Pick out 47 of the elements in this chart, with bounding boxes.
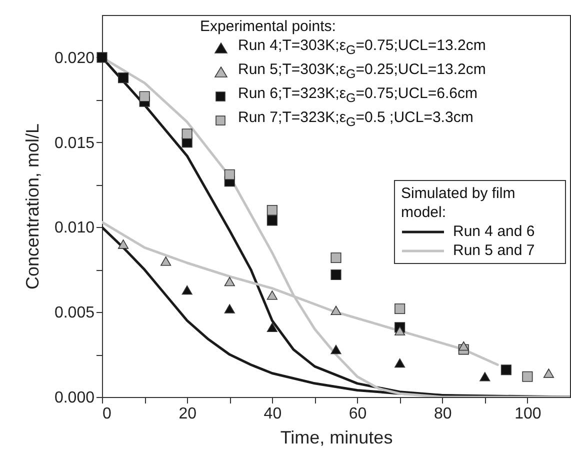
point (96, 52, 108, 63)
point (330, 252, 342, 264)
x-tick-label: 20 (178, 406, 197, 422)
y-tick-label: 0.020 (54, 50, 95, 67)
point (330, 269, 342, 280)
x-tick-label: 0 (102, 406, 112, 422)
x-axis-title: Time, minutes (280, 428, 393, 448)
legend-title: Experimental points: (200, 17, 337, 36)
point (458, 341, 469, 351)
x-tick-label: 100 (514, 406, 542, 422)
point (224, 169, 235, 180)
x-tick-label: 40 (264, 406, 282, 422)
y-tick-label: 0.010 (54, 220, 95, 237)
point (118, 72, 129, 84)
point (224, 276, 235, 286)
point (543, 368, 554, 378)
y-tick-label: 0.000 (54, 390, 95, 406)
point (394, 303, 406, 314)
point (118, 240, 129, 249)
point (330, 306, 342, 316)
legend-label: Run 5 and 7 (453, 241, 535, 260)
y-tick-label: 0.015 (54, 134, 95, 152)
x-tick-label: 80 (434, 406, 452, 422)
legend-label: Run 5;T=303K;ε$_{G}$=0.25;UCL=13.2cm (238, 60, 486, 83)
x-tick-label: 60 (348, 406, 367, 422)
point (182, 285, 192, 295)
point (394, 326, 406, 336)
point (394, 358, 406, 368)
point (500, 364, 512, 376)
point (480, 372, 490, 382)
y-axis-title: Concentration, mol/L (22, 123, 42, 290)
point (182, 128, 192, 140)
point (266, 204, 278, 216)
y-tick-label: 0.005 (54, 304, 95, 322)
point (266, 322, 278, 332)
point (224, 304, 235, 314)
point (266, 215, 278, 226)
legend-label: Run 4;T=303K;ε$_{G}$=0.75;UCL=13.2cm (238, 36, 486, 59)
point (330, 344, 342, 354)
legend-label: Run 6;T=323K;ε$_{G}$=0.75;UCL=6.6cm (238, 84, 478, 107)
annotation: Simulated by film model: (401, 184, 516, 222)
point (139, 91, 150, 102)
legend-label: Run 4 and 6 (453, 222, 535, 241)
legend-label: Run 7;T=323K;ε$_{G}$=0.5 ;UCL=3.3cm (238, 108, 474, 131)
point (522, 371, 533, 382)
point (160, 256, 172, 266)
point (266, 290, 278, 300)
